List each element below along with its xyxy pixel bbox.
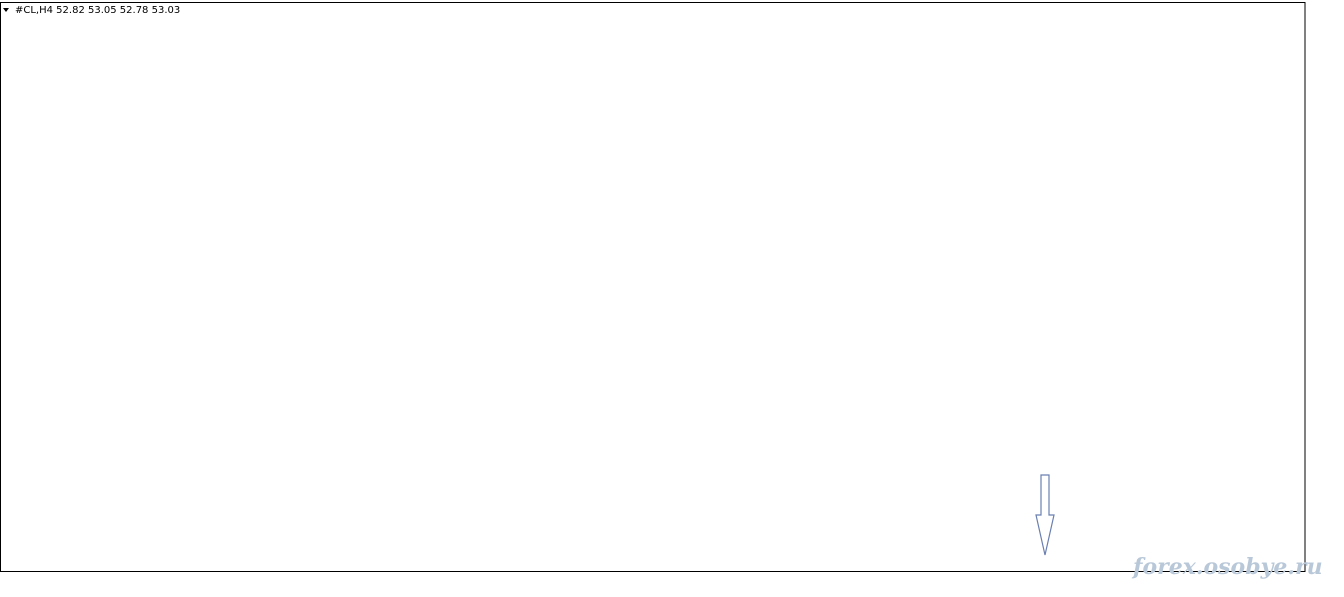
watermark: forex.osobye.ru (1131, 554, 1323, 580)
down-arrow (1035, 474, 1055, 556)
header: #CL,H4 52.82 53.05 52.78 53.03 (15, 5, 180, 16)
menu-icon[interactable] (3, 8, 9, 12)
plot-frame (0, 2, 1306, 572)
